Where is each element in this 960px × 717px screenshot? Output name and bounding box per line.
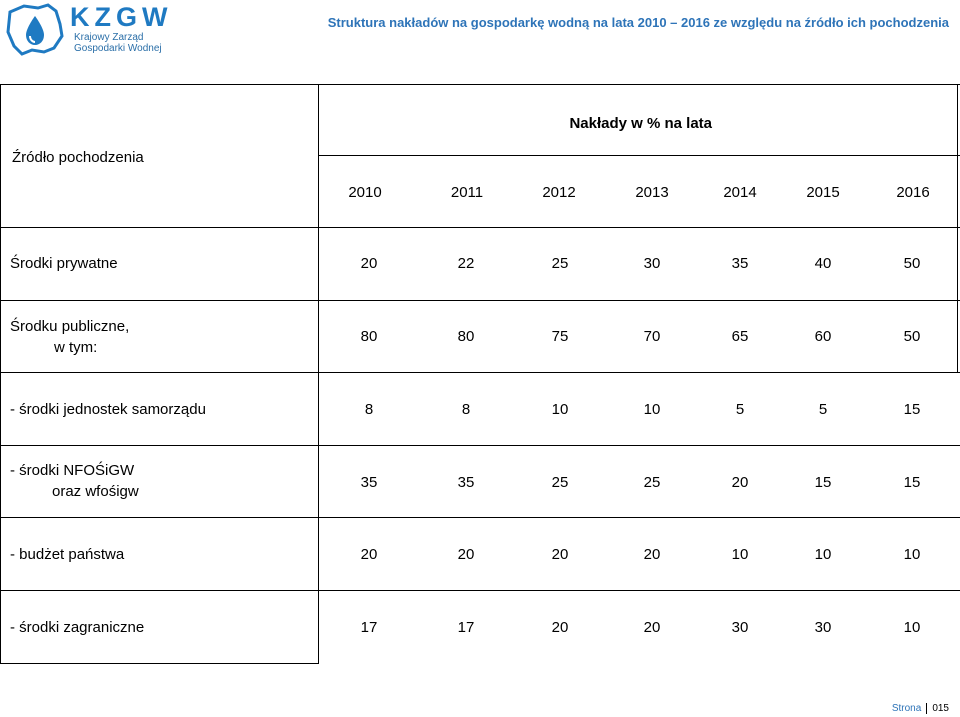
table-cell: 20 [551, 619, 569, 636]
logo-wordmark: KZGW [70, 2, 173, 32]
poland-map-water-drop-icon [6, 3, 64, 56]
page-label: Strona [891, 703, 922, 714]
table-cell: 65 [731, 328, 749, 345]
table-cell: 60 [814, 328, 832, 345]
row-label: Środki prywatne [10, 255, 118, 272]
table-cell: 80 [457, 328, 475, 345]
group-header-cell: Nakłady w % na lata [318, 84, 958, 156]
table-cell: 50 [903, 328, 921, 345]
table-cell: 40 [814, 255, 832, 272]
table-cell: 20 [360, 546, 378, 563]
row-label: - środki jednostek samorządu [10, 401, 206, 418]
table-cell: 25 [551, 474, 569, 491]
table-cell: 10 [903, 546, 921, 563]
year-header: 2015 [806, 184, 840, 201]
table-cell: 30 [731, 619, 749, 636]
table-cell: 20 [643, 619, 661, 636]
table-cell: 35 [360, 474, 378, 491]
row-label-line-1: - środki NFOŚiGW [10, 462, 135, 479]
table-cell: 17 [457, 619, 475, 636]
page-title: Struktura nakładów na gospodarkę wodną n… [327, 15, 949, 30]
row-divider [0, 300, 960, 301]
row-label: - środki zagraniczne [10, 619, 145, 636]
row-divider [0, 372, 960, 373]
table-cell: 80 [360, 328, 378, 345]
row-label-line-2: w tym: [54, 339, 98, 356]
row-label-line-2: oraz wfośigw [52, 483, 139, 500]
row-divider [0, 590, 960, 591]
table-row: - środki jednostek samorządu 8 8 10 10 5… [0, 373, 960, 445]
table-row: Środki prywatne 20 22 25 30 35 40 50 [0, 228, 960, 300]
table-cell: 25 [643, 474, 661, 491]
table-cell: 50 [903, 255, 921, 272]
table-row: - środki zagraniczne 17 17 20 20 30 30 1… [0, 591, 960, 663]
row-header-cell: Źródło pochodzenia [0, 84, 318, 227]
table-cell: 25 [551, 255, 569, 272]
kzgw-logo: KZGW Krajowy Zarząd Gospodarki Wodnej [4, 2, 174, 60]
table-cell: 15 [814, 474, 832, 491]
table-cell: 8 [461, 401, 471, 418]
table-cell: 35 [457, 474, 475, 491]
row-header-label: Źródło pochodzenia [12, 149, 144, 166]
years-row: 2010 2011 2012 2013 2014 2015 2016 [0, 156, 960, 227]
table-cell: 20 [457, 546, 475, 563]
data-table: Źródło pochodzenia Nakłady w % na lata 2… [0, 84, 960, 665]
table-cell: 15 [903, 474, 921, 491]
table-cell: 75 [551, 328, 569, 345]
year-header: 2012 [542, 184, 576, 201]
row-divider [0, 445, 960, 446]
footer-divider [926, 702, 928, 714]
table-row: - budżet państwa 20 20 20 20 10 10 10 [0, 518, 960, 590]
table-border-bottom [0, 663, 318, 664]
table-cell: 10 [903, 619, 921, 636]
logo-subtitle-line-1: Krajowy Zarząd [74, 32, 144, 43]
table-cell: 22 [457, 255, 475, 272]
table-cell: 10 [643, 401, 661, 418]
year-header: 2016 [896, 184, 930, 201]
table-border-top [0, 84, 960, 85]
label-column-divider [318, 84, 319, 664]
row-divider [0, 517, 960, 518]
table-cell: 30 [643, 255, 661, 272]
table-cell: 10 [814, 546, 832, 563]
group-header-label: Nakłady w % na lata [569, 114, 712, 132]
table-cell: 8 [364, 401, 374, 418]
table-cell: 30 [814, 619, 832, 636]
year-header: 2014 [723, 184, 757, 201]
header-divider [318, 155, 960, 156]
table-cell: 35 [731, 255, 749, 272]
table-cell: 10 [551, 401, 569, 418]
table-cell: 20 [731, 474, 749, 491]
table-row: - środki NFOŚiGW oraz wfośigw 35 35 25 2… [0, 446, 960, 517]
table-border-left [0, 84, 1, 664]
table-cell: 15 [903, 401, 921, 418]
page-footer: Strona 015 [891, 702, 949, 714]
table-row: Środku publiczne, w tym: 80 80 75 70 65 … [0, 301, 960, 372]
table-cell: 17 [360, 619, 378, 636]
table-cell: 10 [731, 546, 749, 563]
table-border-right [957, 84, 958, 372]
table-cell: 5 [735, 401, 745, 418]
table-cell: 20 [643, 546, 661, 563]
year-header: 2013 [635, 184, 669, 201]
year-header: 2011 [450, 184, 484, 201]
table-cell: 5 [818, 401, 828, 418]
row-label-line-1: Środku publiczne, [10, 318, 130, 335]
table-cell: 70 [643, 328, 661, 345]
row-label: - budżet państwa [10, 546, 125, 563]
page-number: 015 [932, 703, 949, 714]
table-cell: 20 [360, 255, 378, 272]
logo-subtitle-line-2: Gospodarki Wodnej [74, 43, 162, 54]
table-cell: 20 [551, 546, 569, 563]
year-header: 2010 [348, 184, 382, 201]
row-divider [0, 227, 960, 228]
